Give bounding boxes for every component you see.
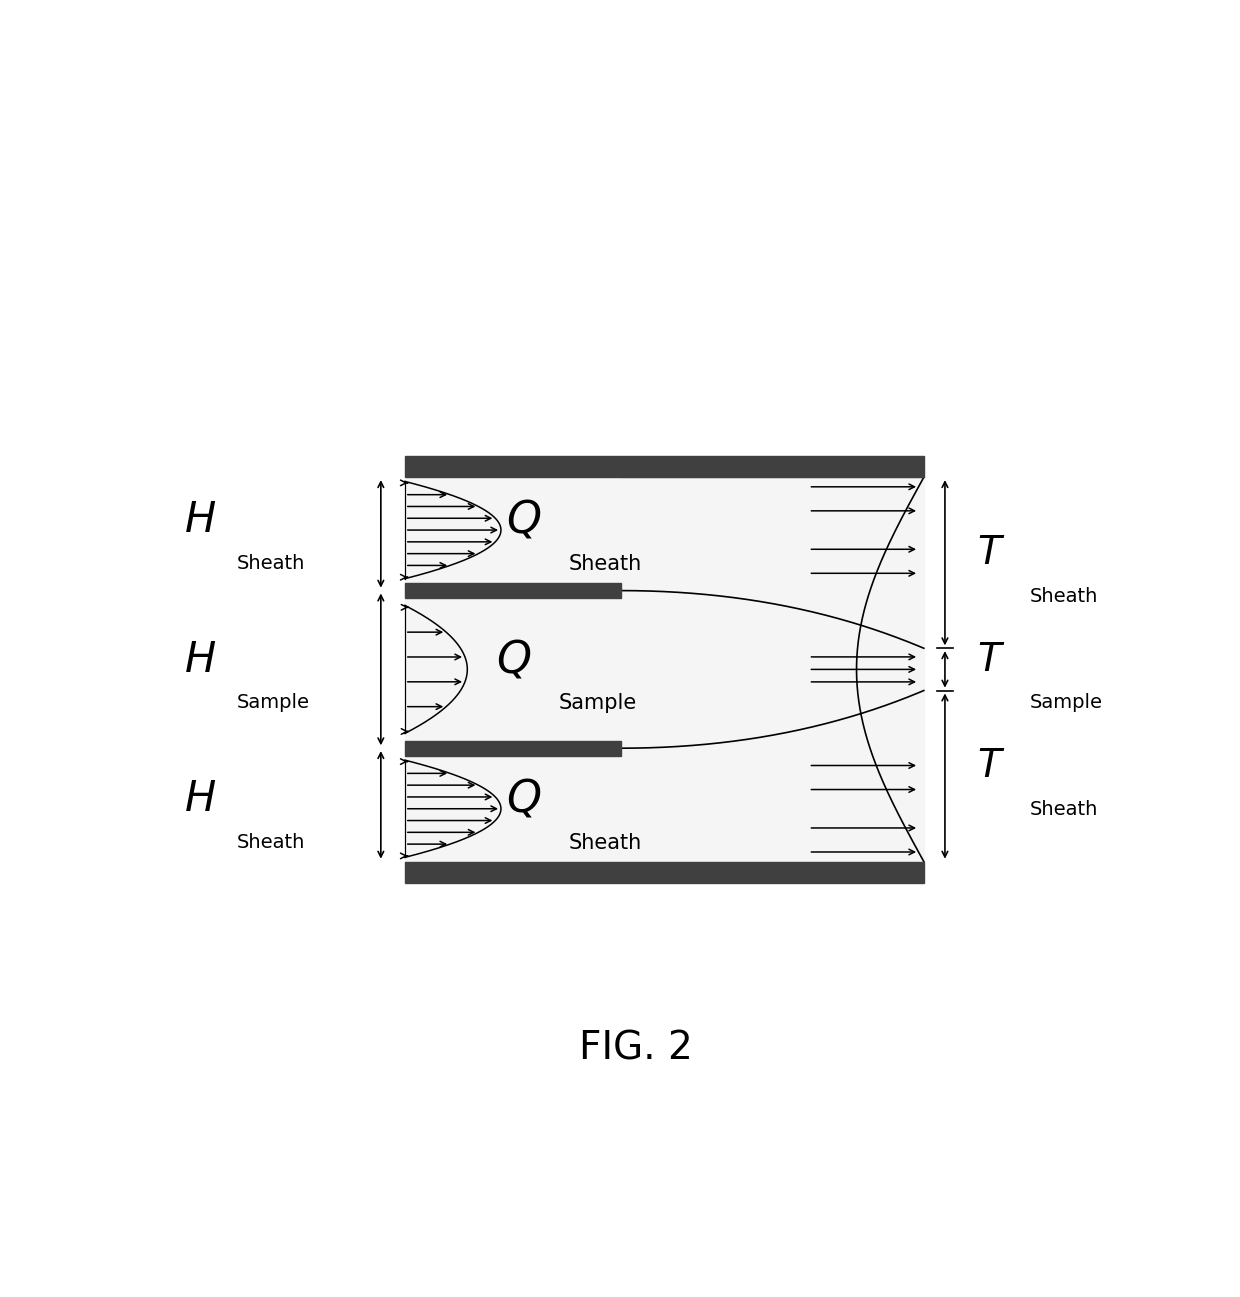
Text: Sample: Sample	[558, 694, 637, 713]
Bar	[404, 582, 621, 598]
Text: $T$: $T$	[977, 534, 1004, 572]
Text: $Q$: $Q$	[506, 499, 541, 542]
Text: Sheath: Sheath	[1029, 586, 1097, 606]
Text: FIG. 2: FIG. 2	[579, 1030, 692, 1067]
Text: Sheath: Sheath	[568, 554, 641, 575]
Bar	[404, 477, 924, 861]
Text: Sample: Sample	[1029, 694, 1102, 712]
Text: $T$: $T$	[977, 747, 1004, 786]
Text: $H$: $H$	[184, 499, 216, 541]
Bar	[404, 861, 924, 883]
Text: $H$: $H$	[184, 778, 216, 820]
Text: Sheath: Sheath	[1029, 800, 1097, 820]
Bar	[404, 741, 621, 756]
Text: $T$: $T$	[977, 641, 1004, 678]
Text: Sample: Sample	[237, 694, 310, 712]
Text: Sheath: Sheath	[237, 554, 305, 573]
Text: $Q$: $Q$	[506, 778, 541, 821]
Text: $Q$: $Q$	[496, 638, 532, 681]
Text: Sheath: Sheath	[568, 833, 641, 852]
Text: $H$: $H$	[184, 639, 216, 681]
Text: Sheath: Sheath	[237, 833, 305, 852]
Bar	[404, 457, 924, 477]
